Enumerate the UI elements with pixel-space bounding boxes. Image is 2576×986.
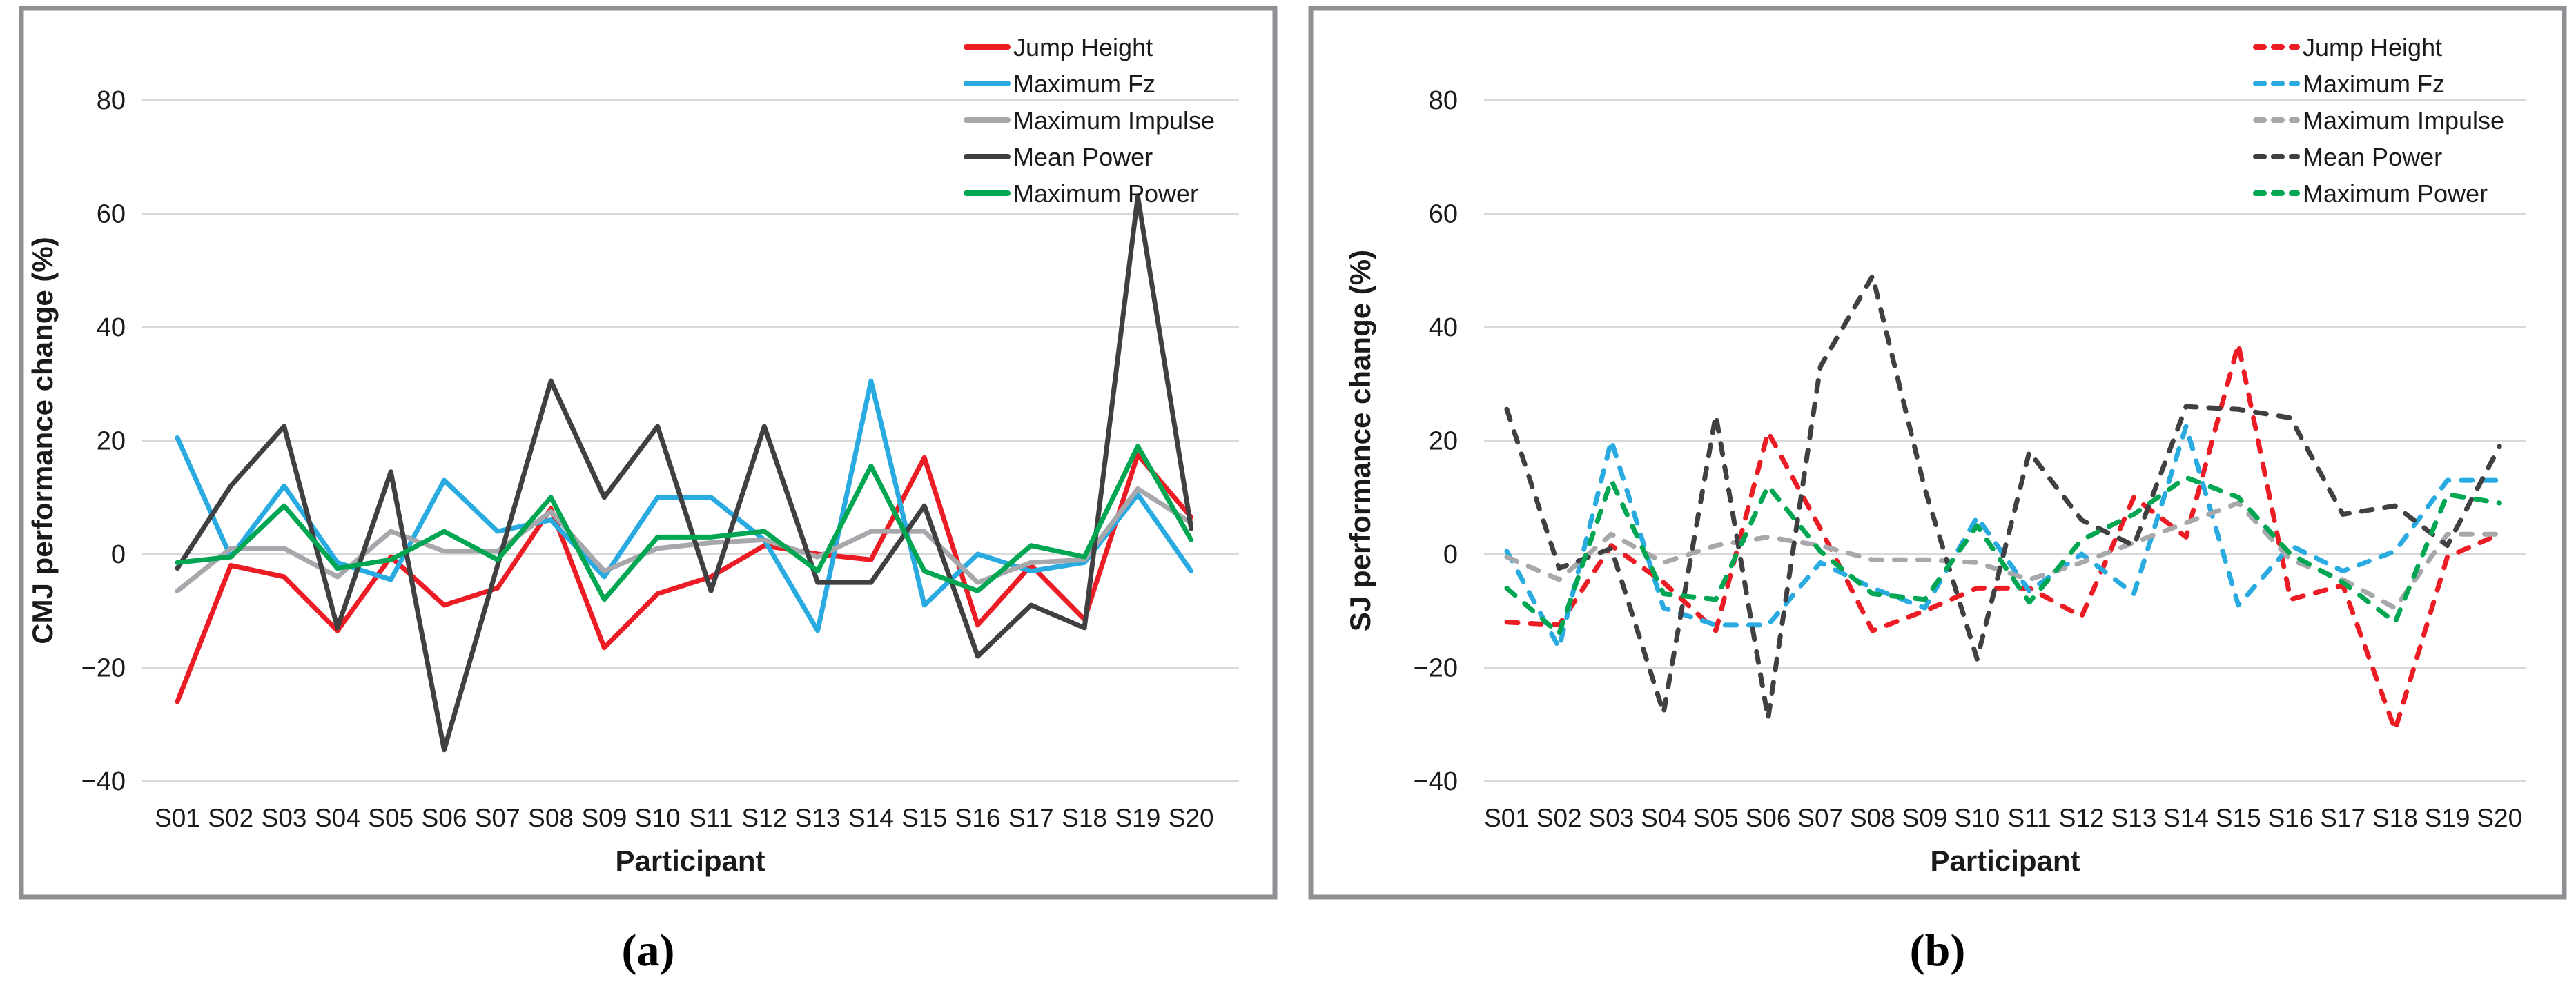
- x-tick-label: S09: [1902, 804, 1948, 832]
- legend-item: Mean Power: [964, 143, 1153, 171]
- x-tick-label: S05: [368, 804, 413, 832]
- x-tick-label: S11: [689, 804, 732, 832]
- x-tick-label: S09: [581, 804, 627, 832]
- x-axis-title: Participant: [1930, 845, 2080, 877]
- y-tick-label: 80: [1429, 86, 1458, 115]
- x-tick-label: S08: [528, 804, 574, 832]
- x-tick-label: S11: [2007, 804, 2051, 832]
- legend-label: Maximum Power: [2303, 179, 2488, 208]
- y-tick-label: 40: [97, 313, 126, 342]
- x-tick-label: S12: [2059, 804, 2105, 832]
- x-tick-label: S05: [1693, 804, 1739, 832]
- x-tick-label: S13: [795, 804, 841, 832]
- x-tick-label: S19: [1115, 804, 1160, 832]
- legend-item: Maximum Fz: [2253, 70, 2445, 98]
- legend-label: Jump Height: [2303, 33, 2442, 61]
- legend-label: Maximum Fz: [1013, 70, 1155, 98]
- x-tick-label: S18: [1062, 804, 1107, 832]
- y-axis-title: CMJ performance change (%): [26, 237, 59, 644]
- y-tick-label: −40: [1414, 767, 1458, 796]
- caption-b: (b): [1909, 925, 1966, 976]
- x-tick-label: S01: [1484, 804, 1530, 832]
- x-tick-label: S13: [2111, 804, 2156, 832]
- y-tick-label: 0: [111, 540, 126, 569]
- legend-item: Mean Power: [2253, 143, 2442, 171]
- y-axis-title: SJ performance change (%): [1344, 250, 1376, 631]
- x-tick-label: S14: [848, 804, 894, 832]
- x-tick-label: S06: [1746, 804, 1791, 832]
- x-tick-label: S06: [422, 804, 467, 832]
- series-line-maximum-power: [1504, 475, 2502, 636]
- legend-label: Mean Power: [1013, 143, 1153, 171]
- y-tick-label: 20: [1429, 427, 1458, 456]
- legend-label: Maximum Impulse: [2303, 106, 2504, 135]
- panel-border: [1308, 6, 2567, 900]
- x-tick-label: S02: [208, 804, 253, 832]
- series-line-jump-height: [1504, 342, 2502, 733]
- legend-item: Maximum Power: [2253, 179, 2488, 208]
- legend-label: Mean Power: [2303, 143, 2442, 171]
- y-tick-label: 0: [1443, 540, 1458, 569]
- x-tick-label: S07: [1797, 804, 1843, 832]
- x-tick-label: S04: [1641, 804, 1686, 832]
- y-tick-label: 80: [97, 86, 126, 115]
- x-tick-label: S12: [741, 804, 787, 832]
- legend-item: Jump Height: [964, 33, 1153, 61]
- x-tick-label: S19: [2425, 804, 2470, 832]
- y-tick-label: 60: [1429, 200, 1458, 229]
- y-tick-label: 60: [97, 200, 126, 229]
- x-tick-label: S17: [1008, 804, 1054, 832]
- legend-label: Jump Height: [1013, 33, 1153, 61]
- x-tick-label: S15: [901, 804, 947, 832]
- x-tick-label: S20: [1169, 804, 1214, 832]
- y-tick-label: −40: [81, 767, 126, 796]
- legend-label: Maximum Power: [1013, 179, 1198, 208]
- legend-item: Maximum Fz: [964, 70, 1155, 98]
- x-tick-label: S16: [2268, 804, 2314, 832]
- x-tick-label: S03: [262, 804, 307, 832]
- legend-item: Maximum Power: [964, 179, 1198, 208]
- legend-label: Maximum Impulse: [1013, 106, 1215, 135]
- x-tick-label: S10: [1954, 804, 2000, 832]
- x-tick-label: S16: [955, 804, 1001, 832]
- x-tick-label: S17: [2320, 804, 2365, 832]
- series-line-maximum-power: [175, 444, 1194, 602]
- x-axis-title: Participant: [615, 845, 765, 877]
- legend-item: Maximum Impulse: [964, 106, 1215, 135]
- series-line-maximum-impulse: [1504, 500, 2502, 611]
- series-line-mean-power: [175, 194, 1194, 753]
- legend-item: Jump Height: [2253, 33, 2442, 61]
- caption-a: (a): [621, 925, 675, 976]
- panel-border: [19, 6, 1278, 900]
- series-line-jump-height: [175, 452, 1194, 704]
- x-tick-label: S18: [2372, 804, 2418, 832]
- legend-item: Maximum Impulse: [2253, 106, 2504, 135]
- legend-label: Maximum Fz: [2303, 70, 2445, 98]
- x-tick-label: S03: [1588, 804, 1634, 832]
- y-tick-label: −20: [1414, 654, 1458, 683]
- x-tick-label: S01: [155, 804, 200, 832]
- x-tick-label: S04: [315, 804, 360, 832]
- x-tick-label: S14: [2163, 804, 2209, 832]
- x-tick-label: S07: [475, 804, 520, 832]
- x-tick-label: S10: [635, 804, 681, 832]
- y-tick-label: 40: [1429, 313, 1458, 342]
- x-tick-label: S15: [2216, 804, 2261, 832]
- y-tick-label: 20: [97, 427, 126, 456]
- series-line-mean-power: [1504, 273, 2502, 722]
- x-tick-label: S08: [1850, 804, 1895, 832]
- y-tick-label: −20: [81, 654, 126, 683]
- x-tick-label: S20: [2477, 804, 2522, 832]
- x-tick-label: S02: [1536, 804, 1582, 832]
